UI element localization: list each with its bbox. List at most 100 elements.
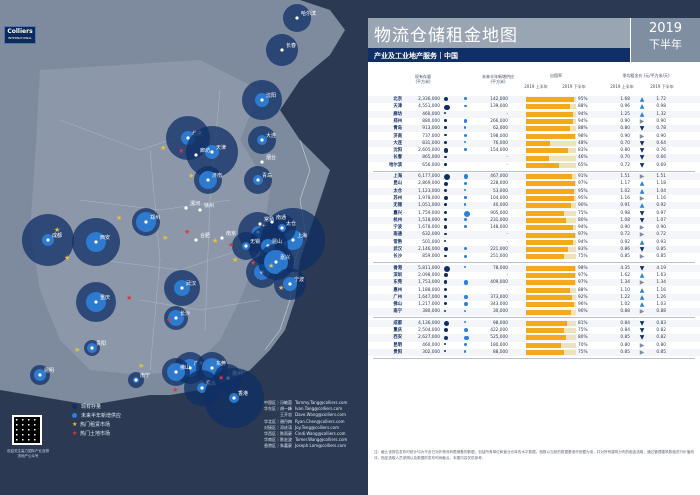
stock-dot-icon xyxy=(444,111,447,115)
city-marker-5[interactable]: 天津 xyxy=(186,126,238,178)
rent-h1: 0.86 xyxy=(620,247,630,252)
contact-item: 香港区｜朱嘉豪 Joseph.Lam@colliers.com xyxy=(232,443,372,449)
trend-arrow-icon: ▼ xyxy=(639,327,645,334)
table-row[interactable]: 大连 831,000 76,000 48% 0.70 ▼ 0.64 xyxy=(368,139,700,148)
occupancy-percent: 97% xyxy=(578,181,588,187)
table-row[interactable]: 杭州 1,518,000 231,000 80% 1.08 ▼ 1.07 xyxy=(368,216,700,225)
occupancy-bar xyxy=(526,140,550,146)
city-marker-37[interactable]: 常熟 xyxy=(258,216,274,226)
table-row[interactable]: 武汉 2,146,000 221,000 83% 0.86 ▼ 0.85 xyxy=(368,246,700,254)
stock-value: 6,177,000 xyxy=(418,174,440,179)
table-row[interactable]: 长春 865,000 - 46% 0.70 ▼ 0.66 xyxy=(368,154,700,162)
stock-dot-icon xyxy=(444,287,447,291)
table-row[interactable]: 昆山 2,869,000 228,000 97% 1.17 ▲ 1.18 xyxy=(368,180,700,188)
table-row[interactable]: 哈尔滨 656,000 - 65% 0.72 ▼ 0.69 xyxy=(368,161,700,169)
table-row[interactable]: 南宁 380,000 30,000 90% 0.88 ▶ 0.88 xyxy=(368,308,700,316)
city-marker-13[interactable]: 南京 xyxy=(220,230,236,240)
table-row[interactable]: 太仓 1,123,000 53,000 95% 1.02 ▲ 1.04 xyxy=(368,187,700,195)
city-marker-36[interactable]: 南通 xyxy=(270,214,286,224)
table-row[interactable]: 西安 2,627,000 525,000 80% 0.85 ▼ 0.82 xyxy=(368,334,700,342)
city-dot xyxy=(260,160,264,164)
table-row[interactable]: 成都 4,136,000 98,000 81% 0.84 ▼ 0.83 xyxy=(368,319,700,327)
market-star-icon: ★ xyxy=(232,256,238,264)
table-row[interactable]: 惠州 1,188,000 - 88% 1.10 ▲ 1.16 xyxy=(368,286,700,294)
table-row[interactable]: 佛山 1,217,000 343,000 96% 1.02 ▲ 1.03 xyxy=(368,301,700,309)
table-row[interactable]: 苏州 1,978,000 104,000 95% 1.16 ▶ 1.16 xyxy=(368,194,700,203)
table-row[interactable]: 广州 1,647,000 373,000 92% 1.22 ▲ 1.26 xyxy=(368,293,700,302)
contact-email[interactable]: Joseph.Lam@colliers.com xyxy=(295,443,347,449)
contact-email[interactable]: Ivan.Tang@colliers.com xyxy=(295,406,343,412)
city-marker-30[interactable]: 佛山 xyxy=(162,358,190,386)
table-row[interactable]: 昆明 460,000 180,000 70% 0.80 ▶ 0.80 xyxy=(368,341,700,349)
contact-email[interactable]: Tommy.Tang@colliers.com xyxy=(295,400,348,405)
occupancy-bar xyxy=(526,119,573,125)
city-label: 太仓 xyxy=(286,220,296,227)
table-row[interactable]: 上海 6,177,000 467,000 91% 1.51 ▶ 1.51 xyxy=(368,173,700,181)
table-row[interactable]: 南通 632,000 - 97% 0.72 ▶ 0.72 xyxy=(368,231,700,239)
stock-value: 1,518,000 xyxy=(418,217,440,223)
city-marker-11[interactable]: 徐州 xyxy=(198,202,214,212)
city-marker-0[interactable]: 哈尔滨 xyxy=(283,4,316,32)
city-marker-21[interactable]: 宁波 xyxy=(274,268,306,300)
table-row[interactable]: 常熟 501,000 - 94% 0.92 ▲ 0.93 xyxy=(368,238,700,246)
table-row[interactable]: 廊坊 460,000 - 94% 1.25 ▲ 1.32 xyxy=(368,110,700,118)
city-marker-34[interactable]: 香港 xyxy=(204,368,264,428)
trend-arrow-icon: ▼ xyxy=(639,154,645,162)
city-dot xyxy=(258,222,262,226)
city-marker-10[interactable]: 西安 xyxy=(72,218,120,266)
contact-email[interactable]: Tomer.Wang@colliers.com xyxy=(295,437,348,443)
city-marker-8[interactable]: 青岛 xyxy=(244,166,272,194)
table-row[interactable]: 沈阳 2,605,000 154,000 83% 0.80 ▼ 0.76 xyxy=(368,147,700,155)
city-marker-24[interactable]: 成都 xyxy=(22,214,74,266)
contact-email[interactable]: Cindi.Wang@colliers.com xyxy=(295,431,346,437)
city-marker-23[interactable]: 长沙 xyxy=(164,306,190,330)
city-marker-18[interactable]: 无锡 xyxy=(232,232,260,260)
table-row[interactable]: 青岛 913,000 62,000 88% 0.80 ▼ 0.78 xyxy=(368,125,700,133)
contact-email[interactable]: Ryan.Chen@colliers.com xyxy=(295,418,345,424)
table-row[interactable]: 东莞 1,753,000 409,000 97% 1.34 ▶ 1.34 xyxy=(368,279,700,287)
legend-label: 热门租赁市场 xyxy=(80,422,111,428)
city-marker-9[interactable]: 郑州 xyxy=(132,208,160,236)
city-marker-38[interactable]: 漯河 xyxy=(184,200,200,210)
table-row[interactable]: 郑州 880,000 266,000 94% 0.90 ▶ 0.90 xyxy=(368,117,700,126)
contact-email[interactable]: Joy.Teng@colliers.com xyxy=(295,424,339,430)
occupancy-bar-track xyxy=(526,265,576,271)
city-label: 东莞 xyxy=(216,360,226,367)
city-marker-28[interactable]: 南宁 xyxy=(128,372,150,388)
trend-arrow-icon: ▲ xyxy=(639,180,645,188)
table-row[interactable]: 宁波 1,678,000 148,000 94% 0.90 ▶ 0.90 xyxy=(368,224,700,232)
trend-arrow-icon: ▶ xyxy=(639,308,645,316)
occupancy-bar xyxy=(526,287,570,293)
new-supply-value: 78,000 xyxy=(492,265,508,271)
city-marker-22[interactable]: 武汉 xyxy=(164,270,200,306)
city-marker-26[interactable]: 贵阳 xyxy=(84,340,106,356)
contact-name: 华东区｜胡一峰 xyxy=(264,406,292,412)
table-row[interactable]: 长沙 859,000 251,000 75% 0.85 ▶ 0.85 xyxy=(368,253,700,261)
table-row[interactable]: 无锡 1,051,000 40,000 90% 0.91 ▲ 0.92 xyxy=(368,202,700,210)
rent-h1: 0.70 xyxy=(620,155,630,161)
table-row[interactable]: 贵阳 302,000 88,000 75% 0.85 ▶ 0.85 xyxy=(368,348,700,357)
table-row[interactable]: 重庆 2,504,000 422,000 75% 0.84 ▼ 0.82 xyxy=(368,327,700,335)
table-row[interactable]: 嘉兴 1,759,000 905,000 75% 0.98 ▼ 0.97 xyxy=(368,209,700,217)
qr-code[interactable] xyxy=(12,415,42,445)
table-row[interactable]: 深圳 2,098,000 - 97% 1.62 ▲ 1.63 xyxy=(368,271,700,280)
stock-dot-icon xyxy=(444,119,447,122)
city-marker-3[interactable]: 大连 xyxy=(248,126,276,154)
table-row[interactable]: 天津 4,551,000 139,000 88% 0.96 ▲ 0.98 xyxy=(368,103,700,111)
rent-h1: 0.84 xyxy=(620,320,630,326)
table-row[interactable]: 济南 737,000 198,000 98% 0.90 ▶ 0.90 xyxy=(368,132,700,140)
city-marker-1[interactable]: 长春 xyxy=(266,34,298,66)
table-row[interactable]: 香港 5,811,000 78,000 98% 4.35 ▼ 4.19 xyxy=(368,264,700,272)
city-marker-2[interactable]: 沈阳 xyxy=(242,80,282,120)
stock-value: 4,551,000 xyxy=(418,104,440,110)
city-marker-27[interactable]: 昆明 xyxy=(30,365,54,385)
rent-h1: 1.25 xyxy=(620,111,630,117)
city-marker-12[interactable]: 合肥 xyxy=(194,232,210,242)
contact-email[interactable]: Dave.Wang@colliers.com xyxy=(295,412,346,418)
city-marker-25[interactable]: 重庆 xyxy=(76,282,116,322)
city-marker-7[interactable]: 济南 xyxy=(194,166,222,194)
market-stars: ★ ★ ★ ★ ★ ★ ★ ★ ★ ★ ★ ★ ★ ★ ★ ★ ★ ★ ★ ★ xyxy=(54,144,284,394)
city-marker-6[interactable]: 廊坊 xyxy=(194,147,210,157)
table-row[interactable]: 北京 2,336,000 142,000 95% 1.68 ▲ 1.72 xyxy=(368,96,700,104)
city-marker-35[interactable]: 烟台 xyxy=(260,154,276,164)
